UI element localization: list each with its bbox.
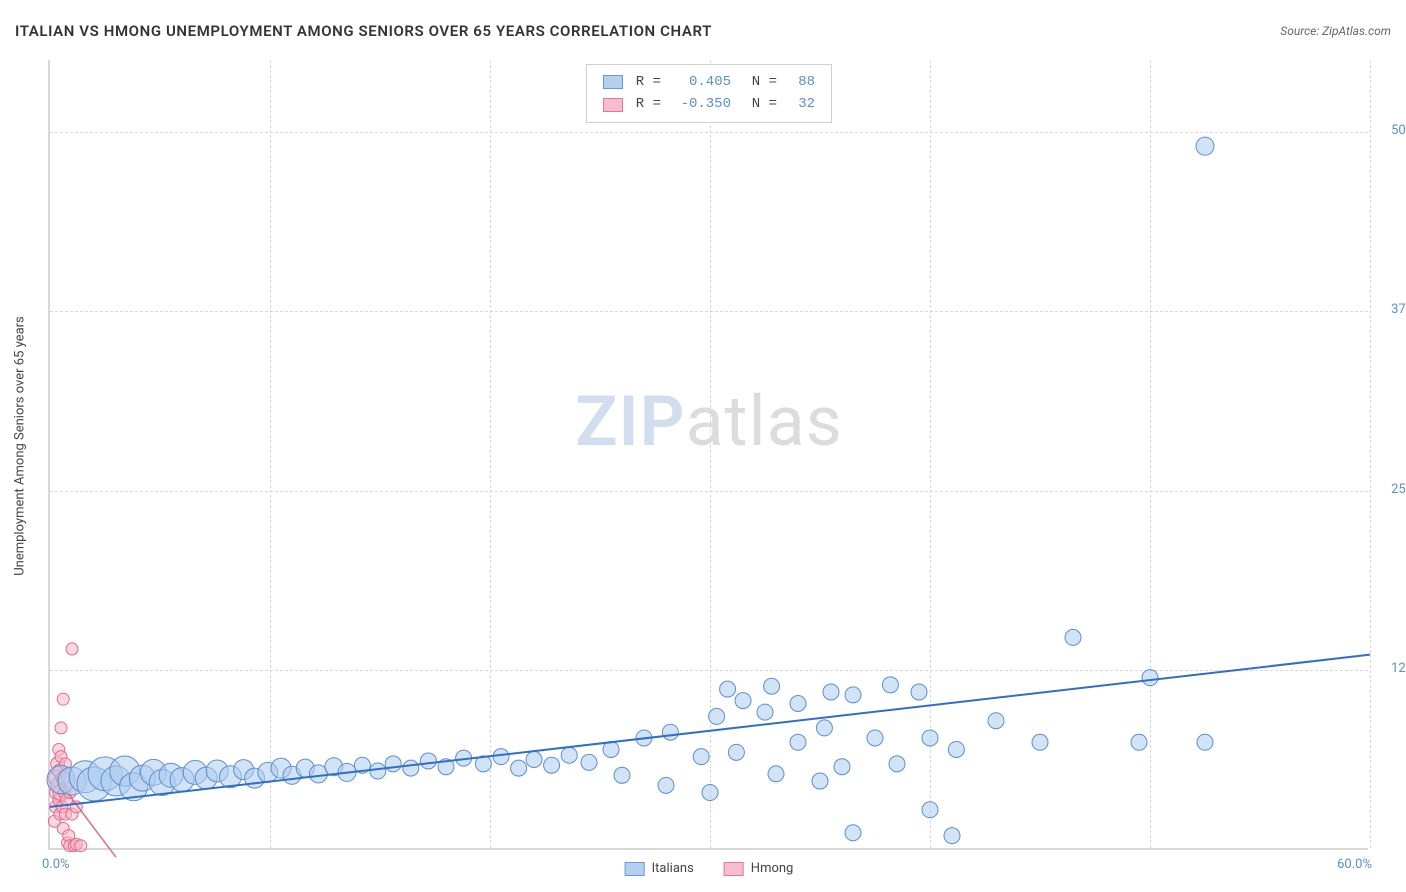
grid-line-v (1370, 60, 1371, 848)
chart-source: Source: ZipAtlas.com (1280, 24, 1391, 38)
chart-header: ITALIAN VS HMONG UNEMPLOYMENT AMONG SENI… (15, 22, 1391, 40)
italians-point (948, 741, 964, 757)
italians-point (988, 713, 1004, 729)
italians-point (834, 759, 850, 775)
legend-item-italians: Italians (625, 861, 694, 876)
italians-point (790, 734, 806, 750)
italians-point (720, 681, 736, 697)
italians-point (1032, 734, 1048, 750)
italians-point (764, 678, 780, 694)
italians-point (882, 677, 898, 693)
italians-point (816, 720, 832, 736)
italians-point (420, 753, 436, 769)
italians-point (911, 684, 927, 700)
italians-point (658, 777, 674, 793)
italians-point (603, 741, 619, 757)
italians-point (561, 747, 577, 763)
italians-point (728, 744, 744, 760)
hmong-point (66, 643, 78, 655)
italians-point (662, 724, 678, 740)
italians-point (1142, 670, 1158, 686)
italians-point (370, 763, 386, 779)
italians-point (790, 695, 806, 711)
italians-point (944, 828, 960, 844)
hmong-point (55, 722, 67, 734)
italians-point (385, 756, 401, 772)
chart-title: ITALIAN VS HMONG UNEMPLOYMENT AMONG SENI… (15, 22, 712, 40)
origin-label: 0.0% (42, 857, 70, 872)
italians-point (614, 767, 630, 783)
italians-point (889, 756, 905, 772)
hmong-point (75, 840, 87, 852)
italians-point (1196, 137, 1214, 155)
y-tick-label: 12.5% (1391, 661, 1406, 676)
source-name: ZipAtlas.com (1322, 24, 1391, 38)
italians-point (1131, 734, 1147, 750)
legend-bottom: Italians Hmong (625, 861, 794, 876)
italians-point (812, 773, 828, 789)
italians-point (768, 766, 784, 782)
italians-point (757, 704, 773, 720)
italians-point (702, 785, 718, 801)
legend-item-hmong: Hmong (724, 861, 794, 876)
legend-swatch-italians (625, 862, 645, 876)
italians-point (1197, 734, 1213, 750)
italians-point (922, 730, 938, 746)
legend-swatch-hmong (724, 862, 744, 876)
legend-label-hmong: Hmong (751, 861, 794, 876)
y-axis-label: Unemployment Among Seniors over 65 years (13, 316, 28, 576)
italians-point (823, 684, 839, 700)
italians-point (581, 754, 597, 770)
y-tick-label: 50.0% (1391, 123, 1406, 138)
italians-point (693, 749, 709, 765)
source-prefix: Source: (1280, 24, 1322, 38)
italians-point (845, 687, 861, 703)
hmong-point (57, 693, 69, 705)
italians-point (1065, 629, 1081, 645)
chart-plot-area: ZIPatlas 12.5%25.0%37.5%50.0% R = 0.405 … (48, 60, 1368, 850)
legend-label-italians: Italians (652, 861, 694, 876)
italians-point (845, 825, 861, 841)
italians-point (526, 752, 542, 768)
y-tick-label: 25.0% (1391, 482, 1406, 497)
italians-point (922, 802, 938, 818)
y-tick-label: 37.5% (1391, 302, 1406, 317)
italians-point (735, 693, 751, 709)
italians-point (493, 749, 509, 765)
italians-point (544, 757, 560, 773)
italians-point (511, 760, 527, 776)
italians-point (709, 708, 725, 724)
italians-point (867, 730, 883, 746)
italians-point (403, 760, 419, 776)
x-max-label: 60.0% (1337, 857, 1372, 872)
scatter-plot-svg (50, 60, 1370, 850)
